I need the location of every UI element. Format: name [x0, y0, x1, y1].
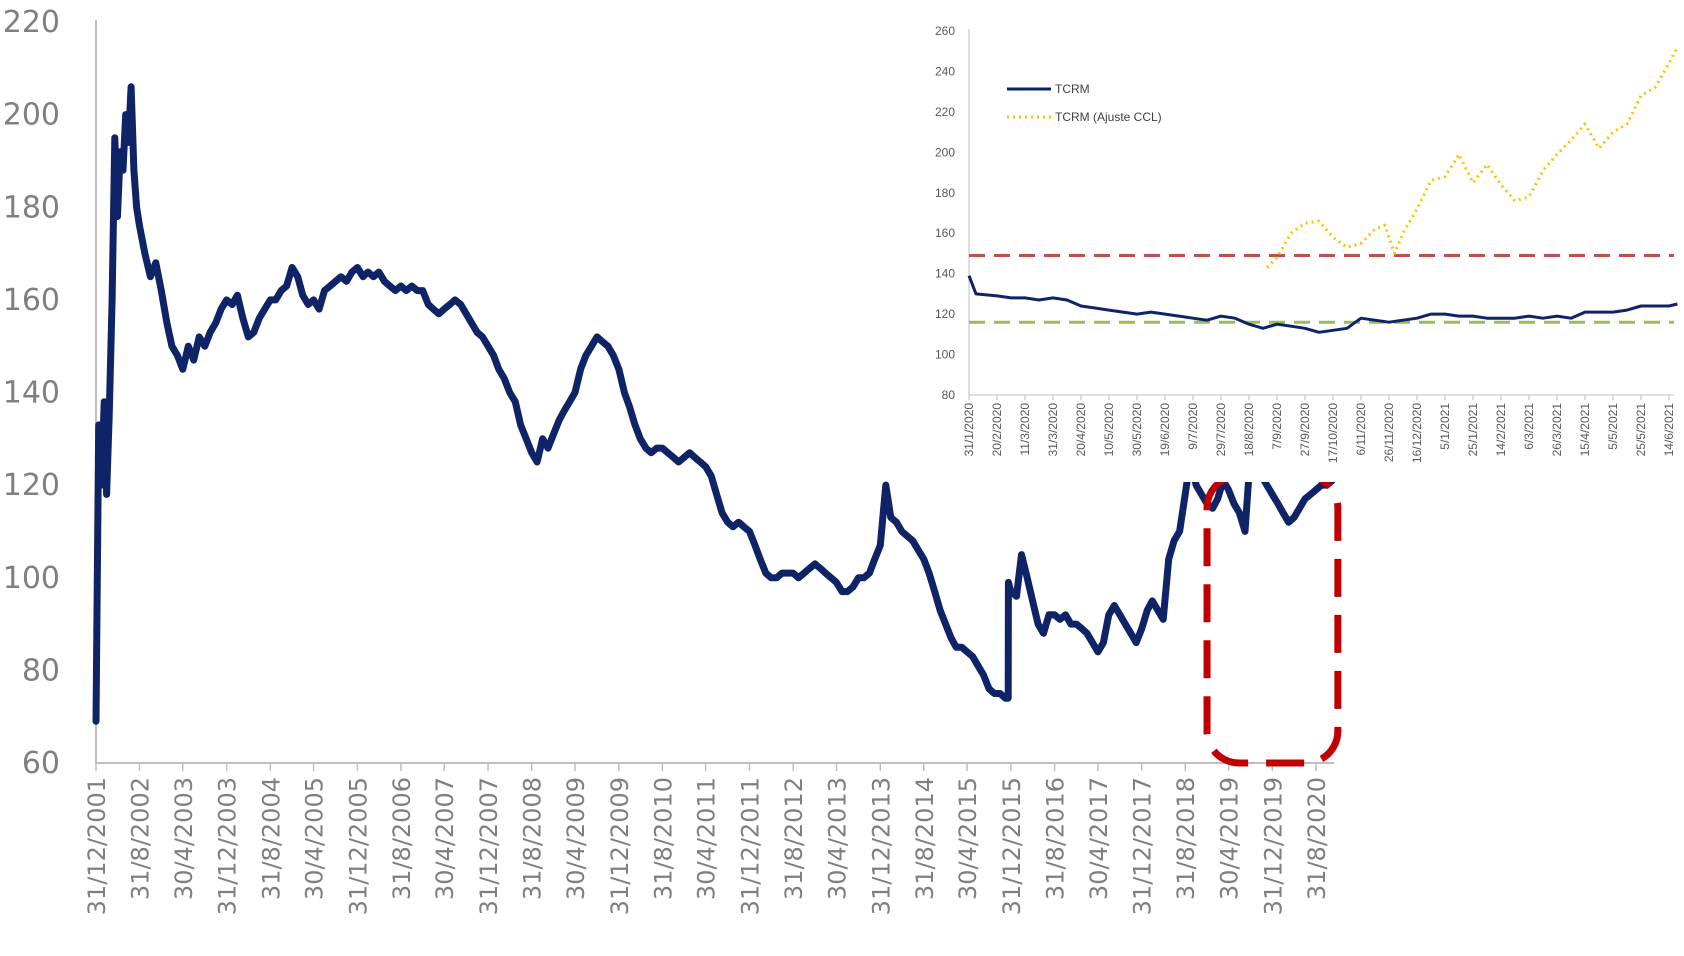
- inset-x-tick-label: 17/10/2020: [1326, 403, 1340, 463]
- inset-x-tick-label: 29/7/2020: [1214, 403, 1228, 457]
- main-y-tick-label: 100: [3, 561, 60, 596]
- main-x-tick-label: 31/8/2016: [1042, 777, 1070, 900]
- legend-label: TCRM: [1055, 82, 1090, 96]
- main-x-tick-label: 30/4/2017: [1085, 777, 1113, 900]
- inset-x-tick-label: 25/1/2021: [1466, 403, 1480, 457]
- inset-x-tick-label: 26/11/2020: [1382, 403, 1396, 462]
- inset-x-tick-label: 16/12/2020: [1410, 403, 1424, 463]
- inset-series-line-tcrm: [967, 275, 1678, 334]
- main-x-tick-label: 30/4/2005: [301, 777, 329, 900]
- inset-y-tick-label: 120: [935, 307, 955, 321]
- inset-x-tick-label: 18/8/2020: [1242, 403, 1256, 457]
- main-x-tick-label: 31/12/2019: [1259, 777, 1287, 915]
- main-x-tick-label: 31/12/2011: [736, 777, 764, 915]
- main-y-tick-label: 120: [3, 468, 60, 503]
- main-x-tick-label: 31/8/2018: [1172, 777, 1200, 900]
- inset-y-tick-label: 140: [935, 267, 955, 281]
- inset-x-tick-label: 14/6/2021: [1662, 403, 1676, 457]
- main-x-tick-label: 31/8/2012: [780, 777, 808, 900]
- inset-x-tick-label: 14/2/2021: [1494, 403, 1508, 457]
- inset-axes: [968, 29, 1674, 400]
- main-y-tick-label: 160: [3, 283, 60, 318]
- main-x-tick-label: 31/8/2020: [1303, 777, 1331, 900]
- main-x-tick-label: 31/12/2017: [1129, 777, 1157, 915]
- inset-x-tick-label: 31/3/2020: [1046, 403, 1060, 457]
- main-x-tick-label: 30/4/2011: [693, 777, 721, 900]
- inset-y-tick-label: 180: [935, 186, 955, 200]
- highlight-box: [1203, 472, 1342, 767]
- main-x-tick-label: 30/4/2013: [823, 777, 851, 900]
- inset-background: [925, 22, 1684, 482]
- main-x-tick-label: 31/8/2008: [519, 777, 547, 900]
- main-x-tick-label: 30/4/2009: [562, 777, 590, 900]
- main-y-tick-label: 200: [3, 98, 60, 133]
- inset-x-tick-label: 27/9/2020: [1298, 403, 1312, 457]
- main-x-tick-label: 30/4/2019: [1215, 777, 1243, 900]
- inset-x-tick-label: 6/11/2020: [1354, 403, 1368, 456]
- inset-y-tick-label: 260: [935, 24, 955, 38]
- inset-x-tick-label: 5/1/2021: [1438, 403, 1452, 450]
- main-chart: 60 80 100 120 140 160 180 200 220 31/12/2001 31/8…: [3, 5, 1342, 915]
- highlight-box-outline: [1203, 472, 1342, 767]
- main-x-tick-label: 31/8/2004: [257, 777, 285, 900]
- inset-x-tick-label: 11/3/2020: [1018, 403, 1032, 456]
- inset-x-tick-label: 19/6/2020: [1158, 403, 1172, 457]
- inset-legend: TCRM TCRM (Ajuste CCL): [1007, 82, 1162, 124]
- inset-y-axis: 80 100 120 140 160 180 200 220 240 260: [935, 24, 955, 402]
- inset-y-tick-label: 160: [935, 226, 955, 240]
- main-y-axis: 60 80 100 120 140 160 180 200 220: [3, 5, 60, 781]
- main-x-tick-label: 30/4/2007: [431, 777, 459, 900]
- main-x-tick-label: 31/12/2007: [475, 777, 503, 915]
- inset-x-tick-label: 20/2/2020: [990, 403, 1004, 457]
- main-x-tick-label: 30/4/2015: [954, 777, 982, 900]
- inset-y-tick-label: 220: [935, 105, 955, 119]
- inset-x-tick-label: 7/9/2020: [1270, 403, 1284, 450]
- inset-x-tick-label: 26/3/2021: [1550, 403, 1564, 457]
- inset-chart: 80 100 120 140 160 180 200 220 240 260 31/1/2020 2…: [925, 22, 1684, 482]
- inset-x-tick-label: 6/3/2021: [1522, 403, 1536, 450]
- main-x-tick-label: 30/4/2003: [170, 777, 198, 900]
- inset-y-tick-label: 240: [935, 64, 955, 78]
- inset-y-tick-label: 80: [942, 388, 956, 402]
- main-series: [92, 83, 1336, 725]
- inset-series: [967, 46, 1679, 334]
- main-y-tick-label: 80: [22, 653, 60, 688]
- main-series-line: [92, 83, 1336, 725]
- inset-x-tick-label: 15/4/2021: [1578, 403, 1592, 457]
- inset-x-tick-label: 9/7/2020: [1186, 403, 1200, 450]
- main-x-tick-label: 31/12/2015: [998, 777, 1026, 915]
- main-x-tick-label: 31/8/2006: [388, 777, 416, 900]
- inset-series-line-tcrm-ccl: [1266, 46, 1679, 269]
- inset-x-tick-label: 31/1/2020: [962, 403, 976, 457]
- inset-x-tick-label: 25/5/2021: [1634, 403, 1648, 457]
- main-y-tick-label: 60: [22, 746, 60, 781]
- main-x-tick-label: 31/12/2001: [83, 777, 111, 915]
- inset-y-tick-label: 100: [935, 348, 955, 362]
- inset-x-tick-label: 30/5/2020: [1130, 403, 1144, 457]
- main-y-tick-label: 220: [3, 5, 60, 40]
- inset-x-axis: 31/1/2020 20/2/2020 11/3/2020 31/3/2020 20/4…: [962, 403, 1676, 463]
- main-x-tick-label: 31/8/2002: [126, 777, 154, 900]
- main-x-tick-label: 31/8/2014: [911, 777, 939, 900]
- inset-x-tick-label: 20/4/2020: [1074, 403, 1088, 457]
- inset-x-tick-label: 10/5/2020: [1102, 403, 1116, 457]
- main-x-tick-label: 31/12/2005: [344, 777, 372, 915]
- legend-label: TCRM (Ajuste CCL): [1055, 110, 1162, 124]
- inset-y-tick-label: 200: [935, 145, 955, 159]
- main-x-tick-label: 31/8/2010: [649, 777, 677, 900]
- inset-x-tick-label: 5/5/2021: [1606, 403, 1620, 450]
- main-x-tick-label: 31/12/2009: [606, 777, 634, 915]
- main-x-tick-label: 31/12/2013: [867, 777, 895, 915]
- main-x-tick-label: 31/12/2003: [214, 777, 242, 915]
- main-x-axis: 31/12/2001 31/8/2002 30/4/2003 31/12/2003 31…: [83, 777, 1331, 915]
- main-y-tick-label: 140: [3, 376, 60, 411]
- main-y-tick-label: 180: [3, 190, 60, 225]
- inset-reference-lines: [969, 253, 1674, 324]
